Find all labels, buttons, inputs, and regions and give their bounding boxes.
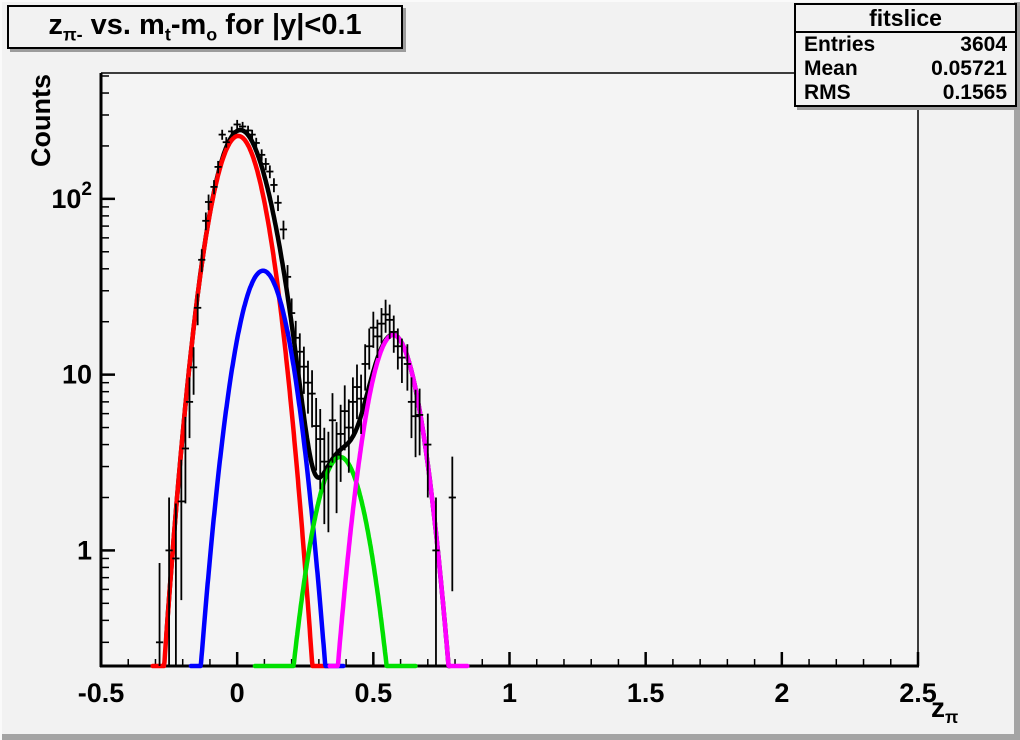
text-segment: t	[164, 24, 171, 45]
x-tick-label: 2.5	[899, 678, 937, 708]
text-segment: π	[945, 707, 959, 728]
y-axis-title: Counts	[26, 74, 56, 167]
text-segment: o	[206, 24, 218, 45]
text-segment: -m	[170, 8, 207, 41]
text-segment: z	[48, 8, 63, 41]
stats-row-value: 0.1565	[942, 81, 1007, 104]
x-tick-label: 0.5	[355, 678, 393, 708]
stats-row-label: Mean	[804, 57, 858, 80]
x-tick-label: 1.5	[627, 678, 665, 708]
stats-box: fitslice Entries 3604 Mean 0.05721 RMS 0.1565	[794, 3, 1017, 107]
stats-row-label: RMS	[804, 81, 851, 104]
fit-curve-gauss-peak3	[252, 454, 418, 669]
x-tick-label: 1	[502, 678, 517, 708]
text-segment: for |y|<0.1	[217, 8, 362, 41]
x-ticks	[99, 652, 920, 666]
stats-title: fitslice	[796, 5, 1015, 33]
fit-curve-gauss-peak2	[188, 268, 346, 669]
y-tick-label: 10	[62, 360, 92, 390]
plot-frame	[101, 73, 918, 666]
stats-row-value: 3604	[960, 33, 1007, 56]
stats-row-label: Entries	[804, 33, 876, 56]
x-tick-label: -0.5	[78, 678, 125, 708]
stats-row: RMS 0.1565	[796, 81, 1015, 105]
x-tick-label: 0	[230, 678, 245, 708]
stats-row-value: 0.05721	[931, 57, 1007, 80]
y-tick-label: 102	[51, 179, 92, 214]
plot-title: zπ- vs. mt-mo for |y|<0.1	[48, 9, 361, 45]
title-box: zπ- vs. mt-mo for |y|<0.1	[7, 5, 403, 49]
x-tick-label: 2	[774, 678, 789, 708]
fit-curve-gauss-peak1	[150, 133, 331, 669]
text-segment: π-	[62, 24, 83, 45]
text-segment: z	[931, 692, 945, 723]
y-ticks	[101, 75, 115, 644]
x-axis-title: zπ	[931, 692, 958, 728]
stats-row: Entries 3604	[796, 33, 1015, 57]
stats-rows: Entries 3604 Mean 0.05721 RMS 0.1565	[796, 33, 1015, 105]
text-segment: vs. m	[82, 8, 165, 41]
stats-row: Mean 0.05721	[796, 57, 1015, 81]
y-tick-label: 1	[77, 535, 92, 565]
data-points	[155, 119, 456, 666]
